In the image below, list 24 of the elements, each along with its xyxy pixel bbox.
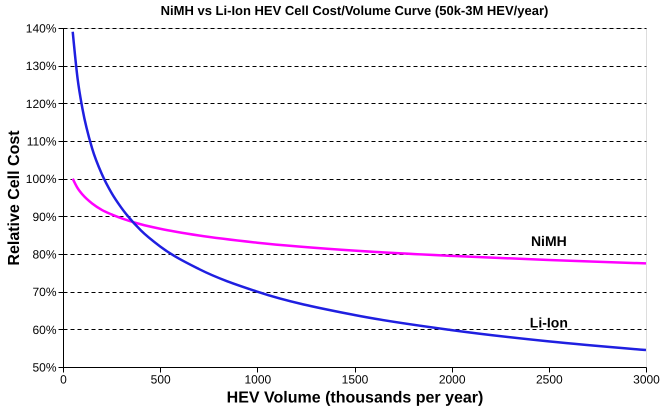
y-tick-label: 80% <box>32 248 57 262</box>
x-tick-label: 2500 <box>536 372 564 386</box>
y-tick-label: 60% <box>32 322 57 337</box>
x-tick-label: 0 <box>60 372 68 386</box>
y-tick-label: 70% <box>32 285 57 300</box>
chart-title: NiMH vs Li-Ion HEV Cell Cost/Volume Curve (50k-3M HEV/year) <box>160 3 548 18</box>
y-tick-label: 100% <box>26 172 57 186</box>
y-tick-label: 50% <box>32 360 57 374</box>
y-tick-label: 130% <box>26 59 57 74</box>
x-tick-label: 3000 <box>633 372 660 386</box>
y-tick-label: 90% <box>32 210 57 224</box>
line-series <box>71 177 646 265</box>
series-label: NiMH <box>530 233 567 250</box>
y-axis-title: Relative Cell Cost <box>6 130 23 266</box>
x-tick-label: 2000 <box>438 372 466 386</box>
x-tick-label: 1000 <box>244 372 272 386</box>
x-tick-label: 500 <box>150 372 171 386</box>
y-tick-label: 110% <box>26 134 57 148</box>
y-tick-label: 120% <box>26 96 57 111</box>
line-series <box>71 30 646 352</box>
series-label: Li-Ion <box>530 314 568 330</box>
y-tick-label: 140% <box>26 22 57 36</box>
x-axis-title: HEV Volume (thousands per year) <box>226 390 484 406</box>
x-tick-label: 1500 <box>342 372 369 386</box>
